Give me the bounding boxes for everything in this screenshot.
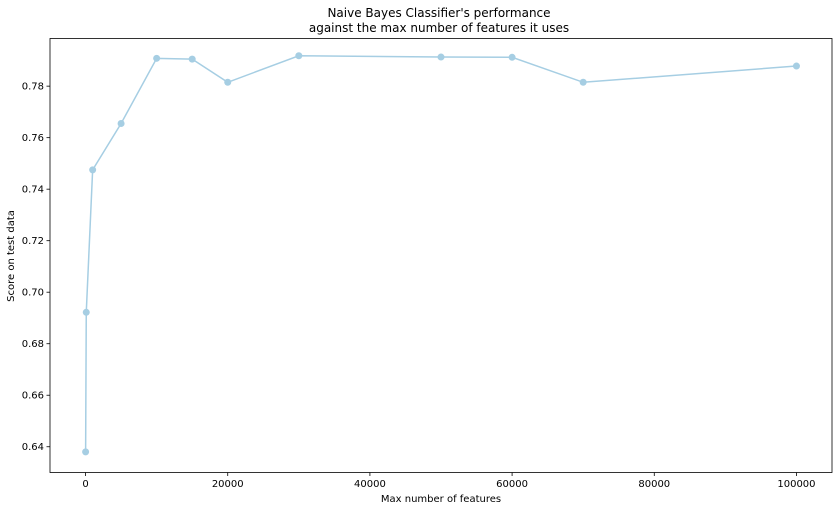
x-tick-label: 60000 (496, 479, 528, 490)
x-tick-label: 100000 (777, 479, 815, 490)
x-axis-label: Max number of features (381, 494, 501, 505)
x-tick-label: 40000 (354, 479, 386, 490)
y-tick-label: 0.70 (22, 288, 44, 299)
plot-area-frame (49, 38, 833, 473)
y-tick-label: 0.66 (22, 391, 44, 402)
y-tick-label: 0.74 (22, 185, 44, 196)
data-point (792, 62, 800, 70)
data-point (188, 55, 196, 63)
y-tick-label: 0.72 (22, 236, 44, 247)
data-point (117, 119, 125, 127)
data-point (82, 308, 90, 316)
x-axis: 0 20000 40000 60000 80000 100000 (82, 472, 816, 490)
y-tick-label: 0.78 (22, 82, 44, 93)
data-point (508, 53, 516, 61)
chart-title-line-1: Naive Bayes Classifier's performance (327, 6, 550, 20)
series-line (84, 55, 797, 452)
data-point (153, 54, 161, 62)
x-tick-label: 0 (82, 479, 88, 490)
series-points (82, 52, 800, 456)
data-point (579, 78, 587, 86)
y-tick-label: 0.64 (22, 442, 44, 453)
y-tick-label: 0.76 (22, 133, 44, 144)
data-point (437, 53, 445, 61)
data-point (82, 448, 90, 456)
y-axis: 0.64 0.66 0.68 0.70 0.72 0.74 0.76 0.78 (22, 82, 50, 453)
x-tick-label: 20000 (212, 479, 244, 490)
y-tick-label: 0.68 (22, 339, 44, 350)
y-axis-label: Score on test data (6, 210, 17, 302)
data-point (224, 78, 232, 86)
data-point (295, 52, 303, 60)
x-tick-label: 80000 (638, 479, 670, 490)
chart-title-line-2: against the max number of features it us… (309, 21, 569, 35)
data-point (89, 166, 97, 174)
